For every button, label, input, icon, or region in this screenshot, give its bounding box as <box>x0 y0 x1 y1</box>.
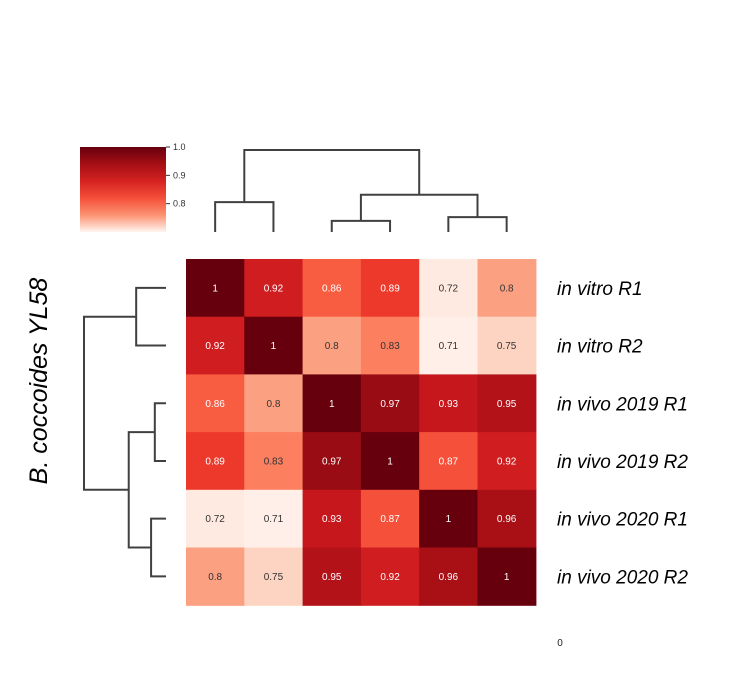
heatmap-cell <box>302 489 362 549</box>
cell-value-label: 1 <box>329 399 335 410</box>
heatmap-cell <box>360 374 420 433</box>
cell-value-label: 0.71 <box>264 514 284 525</box>
heatmap-cell <box>244 374 304 433</box>
dendrogram-link <box>243 149 421 203</box>
cell-value-label: 0.86 <box>205 399 225 410</box>
cell-value-label: 1 <box>387 456 393 467</box>
cell-value-label: 0.92 <box>264 283 284 294</box>
cell-value-label: 0.72 <box>205 514 225 525</box>
heatmap-cell <box>477 547 537 606</box>
cell-value-label: 0.97 <box>322 456 342 467</box>
row-label: in vivo 2020 R2 <box>557 567 688 588</box>
heatmap-cell <box>419 374 479 433</box>
cell-value-label: 0.8 <box>500 283 514 294</box>
cell-value-label: 1 <box>212 283 218 294</box>
cell-value-label: 0.87 <box>380 514 400 525</box>
heatmap-cell <box>419 489 479 549</box>
heatmap-cell <box>360 259 420 318</box>
heatmap-cell <box>360 432 420 491</box>
colorbar: 1.0 0.9 0.8 <box>80 142 186 232</box>
heatmap-cell <box>244 432 304 491</box>
cell-value-label: 0.92 <box>205 341 225 352</box>
heatmap-cell <box>302 547 362 606</box>
cell-value-label: 1 <box>271 341 277 352</box>
heatmap-cell <box>302 374 362 433</box>
cell-value-label: 0.75 <box>497 341 517 352</box>
heatmap-cell <box>477 432 537 491</box>
side-title: B. coccoides YL58 <box>25 278 53 485</box>
row-label: in vivo 2019 R1 <box>557 394 688 415</box>
heatmap-cell <box>302 316 362 375</box>
heatmap-cell <box>244 547 304 606</box>
heatmap-cell <box>186 489 245 549</box>
dendrogram-link <box>153 402 166 462</box>
heatmap-cell <box>186 259 245 318</box>
cell-value-label: 0.8 <box>325 341 339 352</box>
colorbar-tick-label: 1.0 <box>173 142 186 152</box>
cell-value-label: 0.8 <box>208 572 222 583</box>
cell-value-label: 0.95 <box>322 572 342 583</box>
row-label: in vivo 2019 R2 <box>557 452 688 473</box>
row-label: in vivo 2020 R1 <box>557 510 688 531</box>
heatmap-cell <box>360 489 420 549</box>
dendrogram-link <box>214 201 275 232</box>
heatmap-cell <box>477 374 537 433</box>
row-label: in vitro R1 <box>557 279 643 300</box>
dendrogram-link <box>150 517 166 578</box>
heatmap-cell <box>419 259 479 318</box>
cell-value-label: 0.89 <box>380 283 400 294</box>
cell-value-label: 0.8 <box>266 399 280 410</box>
top-dendrogram <box>214 149 508 232</box>
cell-value-label: 0.93 <box>322 514 342 525</box>
heatmap-cell <box>244 489 304 549</box>
heatmap-cell <box>186 374 245 433</box>
heatmap-cell <box>302 259 362 318</box>
colorbar-gradient <box>80 147 166 232</box>
heatmap-cell <box>186 316 245 375</box>
left-dendrogram <box>83 286 166 578</box>
heatmap-cell <box>477 316 537 375</box>
cell-value-label: 1 <box>446 514 452 525</box>
row-label: in vitro R2 <box>557 337 643 358</box>
cell-value-label: 0.71 <box>439 341 459 352</box>
heatmap-cell <box>419 432 479 491</box>
cell-value-label: 0.87 <box>439 456 459 467</box>
cell-value-label: 0.83 <box>264 456 284 467</box>
cell-value-label: 0.92 <box>380 572 400 583</box>
dendrogram-link <box>330 219 392 232</box>
dendrogram-link <box>447 216 508 232</box>
cell-value-label: 0.93 <box>439 399 459 410</box>
cell-value-label: 0.95 <box>497 399 517 410</box>
cell-value-label: 0.92 <box>497 456 517 467</box>
heatmap-cell <box>477 489 537 549</box>
cell-value-label: 0.83 <box>380 341 400 352</box>
cell-value-label: 0.89 <box>205 456 225 467</box>
heatmap-cell <box>419 316 479 375</box>
dendrogram-link <box>135 286 166 347</box>
heatmap-cell <box>360 316 420 375</box>
heatmap-cell <box>477 259 537 318</box>
cell-value-label: 1 <box>504 572 510 583</box>
heatmap-cell <box>186 547 245 606</box>
cell-value-label: 0.96 <box>497 514 517 525</box>
colorbar-tick-label: 0.8 <box>173 199 186 209</box>
cell-value-label: 0.75 <box>264 572 284 583</box>
cell-value-label: 0.72 <box>439 283 459 294</box>
cell-value-label: 0.96 <box>439 572 459 583</box>
heatmap-cell <box>419 547 479 606</box>
heatmap-cell <box>186 432 245 491</box>
heatmap: 1 0.92 0.86 0.89 0.72 0.8 0.92 1 0.8 0.83 0.71 0.75… <box>186 259 537 606</box>
stray-label: 0 <box>557 638 563 649</box>
heatmap-cell <box>302 432 362 491</box>
heatmap-cell <box>244 316 304 375</box>
heatmap-cell <box>360 547 420 606</box>
dendrogram-link <box>83 315 137 491</box>
heatmap-cell <box>244 259 304 318</box>
row-labels: in vitro R1 in vitro R2 in vivo 2019 R1 in … <box>557 279 688 588</box>
cell-value-label: 0.97 <box>380 399 400 410</box>
cell-value-label: 0.86 <box>322 283 342 294</box>
colorbar-tick-label: 0.9 <box>173 170 186 180</box>
